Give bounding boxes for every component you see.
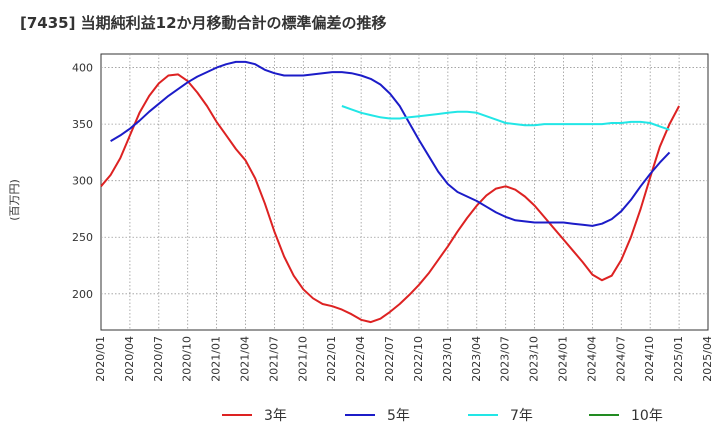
legend-label-4: 10年 xyxy=(631,408,663,424)
series-line-3 xyxy=(341,105,670,131)
x-tick-label: 2021/10 xyxy=(296,336,309,382)
x-tick-label: 2021/04 xyxy=(239,336,252,382)
y-ticks: 200 250 300 350 400 xyxy=(72,62,93,301)
x-tick-label: 2023/04 xyxy=(470,336,483,382)
x-tick-label: 2023/07 xyxy=(499,336,512,382)
grid xyxy=(101,54,708,330)
x-tick-label: 2020/07 xyxy=(152,336,165,382)
y-axis-label: (百万円) xyxy=(8,179,21,221)
x-tick-label: 2022/10 xyxy=(412,336,425,382)
x-tick-label: 2023/01 xyxy=(441,336,454,382)
series-line-1 xyxy=(100,73,680,324)
x-tick-label: 2022/01 xyxy=(325,336,338,382)
x-ticks: 2020/01 2020/04 2020/07 2020/10 2021/01 2021/… xyxy=(94,336,714,382)
series-lines xyxy=(100,60,680,324)
plot-area xyxy=(100,53,709,331)
x-tick-label: 2025/04 xyxy=(701,336,714,382)
x-tick-label: 2024/04 xyxy=(585,336,598,382)
x-tick-label: 2020/01 xyxy=(94,336,107,382)
x-tick-label: 2025/01 xyxy=(672,336,685,382)
y-tick-label: 300 xyxy=(72,175,93,188)
chart-title: [7435] 当期純利益12か月移動合計の標準偏差の推移 xyxy=(20,14,387,32)
legend: 3年 5年 7年 10年 xyxy=(222,408,663,424)
x-tick-label: 2022/07 xyxy=(383,336,396,382)
x-tick-label: 2024/01 xyxy=(556,336,569,382)
y-tick-label: 250 xyxy=(72,231,93,244)
x-tick-label: 2021/01 xyxy=(210,336,223,382)
x-tick-label: 2020/04 xyxy=(123,336,136,382)
y-tick-label: 200 xyxy=(72,288,93,301)
legend-label-3: 7年 xyxy=(510,408,533,424)
x-tick-label: 2020/10 xyxy=(181,336,194,382)
x-tick-label: 2024/07 xyxy=(614,336,627,382)
legend-label-1: 3年 xyxy=(264,408,287,424)
x-tick-label: 2022/04 xyxy=(354,336,367,382)
y-tick-label: 350 xyxy=(72,118,93,131)
x-tick-label: 2023/10 xyxy=(528,336,541,382)
series-line-2 xyxy=(110,60,671,227)
x-tick-label: 2024/10 xyxy=(643,336,656,382)
y-tick-label: 400 xyxy=(72,62,93,75)
x-tick-label: 2021/07 xyxy=(267,336,280,382)
legend-label-2: 5年 xyxy=(387,408,410,424)
